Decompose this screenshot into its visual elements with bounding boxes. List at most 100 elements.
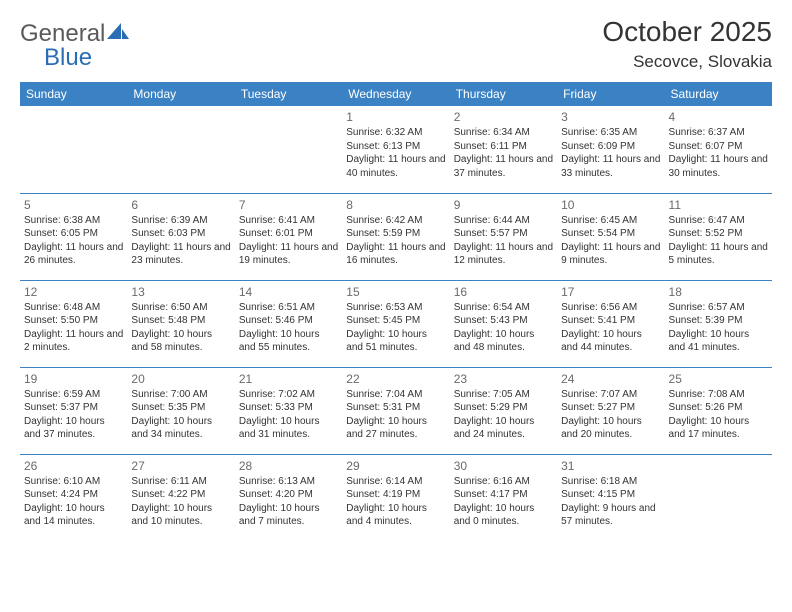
day-number: 16 — [454, 285, 553, 299]
logo-sail-icon — [107, 23, 129, 46]
calendar-day-cell: 4 Sunrise: 6:37 AMSunset: 6:07 PMDaylight… — [665, 106, 772, 193]
day-number: 12 — [24, 285, 123, 299]
day-details: Sunrise: 6:37 AMSunset: 6:07 PMDaylight:… — [669, 126, 768, 180]
day-number: 9 — [454, 198, 553, 212]
day-details: Sunrise: 7:07 AMSunset: 5:27 PMDaylight:… — [561, 388, 660, 442]
logo-text-wrap: General Blue — [20, 22, 129, 70]
day-details: Sunrise: 6:32 AMSunset: 6:13 PMDaylight:… — [346, 126, 445, 180]
day-details: Sunrise: 6:59 AMSunset: 5:37 PMDaylight:… — [24, 388, 123, 442]
day-number: 25 — [669, 372, 768, 386]
day-number: 10 — [561, 198, 660, 212]
day-details: Sunrise: 6:56 AMSunset: 5:41 PMDaylight:… — [561, 301, 660, 355]
calendar-day-cell: 25Sunrise: 7:08 AMSunset: 5:26 PMDayligh… — [665, 367, 772, 454]
calendar-body: 1 Sunrise: 6:32 AMSunset: 6:13 PMDaylight… — [20, 106, 772, 541]
calendar-empty-cell — [127, 106, 234, 193]
day-number: 15 — [346, 285, 445, 299]
calendar-table: SundayMondayTuesdayWednesdayThursdayFrid… — [20, 82, 772, 541]
day-number: 31 — [561, 459, 660, 473]
calendar-week-row: 12 Sunrise: 6:48 AMSunset: 5:50 PMDayligh… — [20, 280, 772, 367]
day-number: 27 — [131, 459, 230, 473]
page-title: October 2025 — [602, 16, 772, 48]
day-details: Sunrise: 6:50 AMSunset: 5:48 PMDaylight:… — [131, 301, 230, 355]
day-number: 3 — [561, 110, 660, 124]
day-number: 6 — [131, 198, 230, 212]
weekday-header: Monday — [127, 82, 234, 106]
calendar-day-cell: 13 Sunrise: 6:50 AMSunset: 5:48 PMDayligh… — [127, 280, 234, 367]
day-details: Sunrise: 6:44 AMSunset: 5:57 PMDaylight:… — [454, 214, 553, 268]
calendar-empty-cell — [665, 454, 772, 541]
day-number: 20 — [131, 372, 230, 386]
day-details: Sunrise: 6:41 AMSunset: 6:01 PMDaylight:… — [239, 214, 338, 268]
day-details: Sunrise: 6:48 AMSunset: 5:50 PMDaylight:… — [24, 301, 123, 355]
day-details: Sunrise: 6:14 AMSunset: 4:19 PMDaylight:… — [346, 475, 445, 529]
day-details: Sunrise: 6:57 AMSunset: 5:39 PMDaylight:… — [669, 301, 768, 355]
day-number: 30 — [454, 459, 553, 473]
day-details: Sunrise: 6:54 AMSunset: 5:43 PMDaylight:… — [454, 301, 553, 355]
calendar-day-cell: 6Sunrise: 6:39 AMSunset: 6:03 PMDaylight… — [127, 193, 234, 280]
day-number: 7 — [239, 198, 338, 212]
header: General Blue October 2025 Secovce, Slova… — [20, 16, 772, 72]
day-number: 2 — [454, 110, 553, 124]
weekday-header: Sunday — [20, 82, 127, 106]
day-details: Sunrise: 6:34 AMSunset: 6:11 PMDaylight:… — [454, 126, 553, 180]
calendar-day-cell: 3 Sunrise: 6:35 AMSunset: 6:09 PMDaylight… — [557, 106, 664, 193]
calendar-week-row: 26 Sunrise: 6:10 AMSunset: 4:24 PMDayligh… — [20, 454, 772, 541]
day-details: Sunrise: 6:38 AMSunset: 6:05 PMDaylight:… — [24, 214, 123, 268]
day-details: Sunrise: 6:51 AMSunset: 5:46 PMDaylight:… — [239, 301, 338, 355]
calendar-empty-cell — [235, 106, 342, 193]
calendar-day-cell: 23Sunrise: 7:05 AMSunset: 5:29 PMDayligh… — [450, 367, 557, 454]
calendar-day-cell: 17 Sunrise: 6:56 AMSunset: 5:41 PMDayligh… — [557, 280, 664, 367]
calendar-day-cell: 14 Sunrise: 6:51 AMSunset: 5:46 PMDayligh… — [235, 280, 342, 367]
calendar-day-cell: 19 Sunrise: 6:59 AMSunset: 5:37 PMDayligh… — [20, 367, 127, 454]
day-number: 18 — [669, 285, 768, 299]
calendar-day-cell: 9 Sunrise: 6:44 AMSunset: 5:57 PMDaylight… — [450, 193, 557, 280]
day-number: 5 — [24, 198, 123, 212]
day-details: Sunrise: 6:13 AMSunset: 4:20 PMDaylight:… — [239, 475, 338, 529]
weekday-header: Saturday — [665, 82, 772, 106]
day-details: Sunrise: 6:45 AMSunset: 5:54 PMDaylight:… — [561, 214, 660, 268]
calendar-day-cell: 18 Sunrise: 6:57 AMSunset: 5:39 PMDayligh… — [665, 280, 772, 367]
calendar-week-row: 1 Sunrise: 6:32 AMSunset: 6:13 PMDaylight… — [20, 106, 772, 193]
logo-text-general: General — [20, 20, 105, 47]
day-number: 11 — [669, 198, 768, 212]
calendar-day-cell: 21 Sunrise: 7:02 AMSunset: 5:33 PMDayligh… — [235, 367, 342, 454]
title-block: October 2025 Secovce, Slovakia — [602, 16, 772, 72]
calendar-day-cell: 12 Sunrise: 6:48 AMSunset: 5:50 PMDayligh… — [20, 280, 127, 367]
day-number: 4 — [669, 110, 768, 124]
calendar-day-cell: 31Sunrise: 6:18 AMSunset: 4:15 PMDayligh… — [557, 454, 664, 541]
calendar-day-cell: 30 Sunrise: 6:16 AMSunset: 4:17 PMDayligh… — [450, 454, 557, 541]
day-details: Sunrise: 7:02 AMSunset: 5:33 PMDaylight:… — [239, 388, 338, 442]
calendar-empty-cell — [20, 106, 127, 193]
calendar-day-cell: 5 Sunrise: 6:38 AMSunset: 6:05 PMDaylight… — [20, 193, 127, 280]
day-number: 19 — [24, 372, 123, 386]
day-details: Sunrise: 6:10 AMSunset: 4:24 PMDaylight:… — [24, 475, 123, 529]
calendar-header-row: SundayMondayTuesdayWednesdayThursdayFrid… — [20, 82, 772, 106]
calendar-day-cell: 8Sunrise: 6:42 AMSunset: 5:59 PMDaylight… — [342, 193, 449, 280]
day-number: 26 — [24, 459, 123, 473]
location-text: Secovce, Slovakia — [602, 52, 772, 72]
day-number: 1 — [346, 110, 445, 124]
calendar-day-cell: 20Sunrise: 7:00 AMSunset: 5:35 PMDayligh… — [127, 367, 234, 454]
day-details: Sunrise: 6:16 AMSunset: 4:17 PMDaylight:… — [454, 475, 553, 529]
day-number: 24 — [561, 372, 660, 386]
weekday-header: Tuesday — [235, 82, 342, 106]
day-details: Sunrise: 6:47 AMSunset: 5:52 PMDaylight:… — [669, 214, 768, 268]
day-details: Sunrise: 7:05 AMSunset: 5:29 PMDaylight:… — [454, 388, 553, 442]
day-details: Sunrise: 6:42 AMSunset: 5:59 PMDaylight:… — [346, 214, 445, 268]
calendar-day-cell: 16 Sunrise: 6:54 AMSunset: 5:43 PMDayligh… — [450, 280, 557, 367]
logo-text-blue: Blue — [20, 44, 92, 71]
day-number: 21 — [239, 372, 338, 386]
calendar-week-row: 5 Sunrise: 6:38 AMSunset: 6:05 PMDaylight… — [20, 193, 772, 280]
day-number: 29 — [346, 459, 445, 473]
calendar-day-cell: 22Sunrise: 7:04 AMSunset: 5:31 PMDayligh… — [342, 367, 449, 454]
day-number: 17 — [561, 285, 660, 299]
page: General Blue October 2025 Secovce, Slova… — [0, 0, 792, 557]
day-number: 13 — [131, 285, 230, 299]
calendar-day-cell: 15Sunrise: 6:53 AMSunset: 5:45 PMDayligh… — [342, 280, 449, 367]
calendar-day-cell: 2 Sunrise: 6:34 AMSunset: 6:11 PMDaylight… — [450, 106, 557, 193]
calendar-day-cell: 10 Sunrise: 6:45 AMSunset: 5:54 PMDayligh… — [557, 193, 664, 280]
logo: General Blue — [20, 16, 129, 70]
calendar-day-cell: 11 Sunrise: 6:47 AMSunset: 5:52 PMDayligh… — [665, 193, 772, 280]
day-number: 14 — [239, 285, 338, 299]
day-details: Sunrise: 6:35 AMSunset: 6:09 PMDaylight:… — [561, 126, 660, 180]
